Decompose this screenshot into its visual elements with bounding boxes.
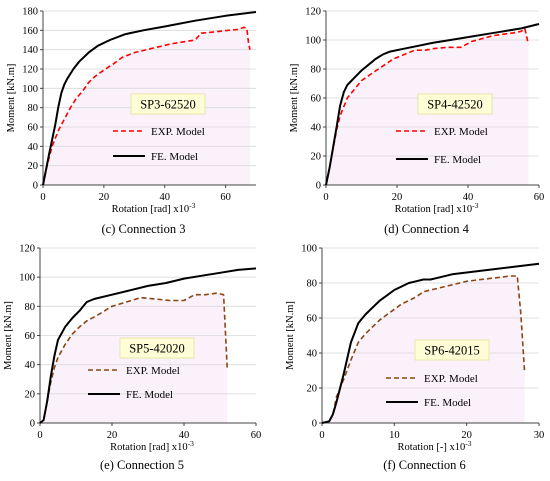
series-line-fe xyxy=(321,262,540,424)
legend-label-exp: EXP. Model xyxy=(434,126,488,138)
y-tick-label: 100 xyxy=(22,84,38,95)
y-tick-label: 100 xyxy=(305,36,321,47)
y-tick-label: 60 xyxy=(307,314,318,325)
y-tick-label: 60 xyxy=(25,331,36,342)
specimen-label-box xyxy=(417,93,493,115)
legend-label-fe: FE. Model xyxy=(424,397,471,409)
y-tick-label: 0 xyxy=(30,419,35,430)
legend-label-fe: FE. Model xyxy=(126,389,173,401)
x-tick-label: 60 xyxy=(534,192,545,203)
y-axis-title: Moment [kN.m] xyxy=(289,64,300,133)
specimen-label: SP6-42015 xyxy=(424,344,480,358)
series-line-exp xyxy=(325,27,530,186)
x-tick-label: 40 xyxy=(159,192,170,203)
legend-label-exp: EXP. Model xyxy=(151,126,205,138)
x-tick-label: 20 xyxy=(461,430,472,441)
chart-panel-d: 0 20 40 60 80 100 120 0 20 40 60 Rotation [rad] x10… xyxy=(289,7,544,237)
y-tick-label: 40 xyxy=(25,360,36,371)
x-axis-title-exponent: -3 xyxy=(465,439,471,448)
x-tick-label: 0 xyxy=(323,192,328,203)
specimen-label: SP3-62520 xyxy=(140,98,196,112)
y-tick-label: 60 xyxy=(28,123,39,134)
x-tick-label: 30 xyxy=(534,430,545,441)
specimen-label-box xyxy=(119,337,195,359)
x-axis-title: Rotation [rad] x10-3 xyxy=(395,201,479,215)
series-line-fe xyxy=(325,23,540,186)
specimen-label-box xyxy=(130,93,206,115)
legend-label-fe: FE. Model xyxy=(151,151,198,163)
panel-caption: (e) Connection 5 xyxy=(100,458,184,472)
y-tick-label: 180 xyxy=(22,7,38,18)
x-tick-label: 40 xyxy=(463,192,474,203)
x-tick-label: 20 xyxy=(392,192,403,203)
x-axis-title: Rotation [rad] x10-3 xyxy=(112,201,196,215)
y-tick-label: 20 xyxy=(25,389,36,400)
x-axis-title: Rotation [rad] x10-3 xyxy=(110,439,194,453)
series-line-fe xyxy=(39,267,257,424)
legend-label-exp: EXP. Model xyxy=(126,365,180,377)
series-line-fe xyxy=(42,11,257,186)
chart-panel-e: 0 20 40 60 80 100 120 0 20 40 60 Rotation [rad] x10… xyxy=(3,244,261,473)
y-tick-label: 20 xyxy=(28,161,39,172)
panel-caption: (f) Connection 6 xyxy=(383,458,466,472)
y-tick-label: 0 xyxy=(312,419,317,430)
y-axis-title: Moment [kN.m] xyxy=(285,301,296,370)
x-axis-title-exponent: -3 xyxy=(188,439,194,448)
y-tick-label: 120 xyxy=(22,65,38,76)
y-tick-label: 0 xyxy=(33,181,38,192)
y-tick-label: 80 xyxy=(311,65,322,76)
y-tick-label: 0 xyxy=(316,181,321,192)
y-tick-label: 40 xyxy=(311,123,322,134)
x-tick-label: 10 xyxy=(389,430,400,441)
y-tick-label: 160 xyxy=(22,26,38,37)
specimen-label: SP5-42020 xyxy=(129,342,185,356)
y-tick-label: 20 xyxy=(311,152,322,163)
y-tick-label: 100 xyxy=(301,244,317,255)
y-tick-label: 120 xyxy=(19,244,35,255)
x-tick-label: 60 xyxy=(251,430,262,441)
chart-panel-f: 0 20 40 60 80 100 0 10 20 30 Rotation [-] x10-3 Mom… xyxy=(285,244,544,473)
y-axis-title: Moment [kN.m] xyxy=(3,301,14,370)
chart-panel-c: 0 20 40 60 80 100 120 140 160 180 0 20 40 60 Rotation … xyxy=(6,7,257,236)
x-tick-label: 0 xyxy=(40,192,45,203)
x-tick-label: 20 xyxy=(99,192,110,203)
y-tick-label: 40 xyxy=(28,142,39,153)
y-tick-label: 40 xyxy=(307,349,318,360)
x-axis-title: Rotation [-] x10-3 xyxy=(398,439,472,453)
x-tick-label: 0 xyxy=(319,430,324,441)
specimen-label-box xyxy=(414,339,490,361)
legend-label-exp: EXP. Model xyxy=(424,373,478,385)
x-tick-label: 20 xyxy=(107,430,118,441)
panel-caption: (c) Connection 3 xyxy=(101,222,185,236)
y-axis-title: Moment [kN.m] xyxy=(6,64,17,133)
x-axis-title-exponent: -3 xyxy=(472,201,478,210)
legend-label-fe: FE. Model xyxy=(434,154,481,166)
series-line-exp xyxy=(321,275,526,424)
y-tick-label: 60 xyxy=(311,94,322,105)
specimen-label: SP4-42520 xyxy=(427,98,483,112)
x-tick-label: 60 xyxy=(220,192,231,203)
series-line-exp xyxy=(39,292,228,424)
y-tick-label: 100 xyxy=(19,273,35,284)
series-line-exp xyxy=(42,26,251,186)
y-tick-label: 20 xyxy=(307,384,318,395)
x-tick-label: 40 xyxy=(179,430,190,441)
x-tick-label: 0 xyxy=(37,430,42,441)
y-tick-label: 140 xyxy=(22,45,38,56)
y-tick-label: 80 xyxy=(25,302,36,313)
panel-caption: (d) Connection 4 xyxy=(384,222,469,236)
y-tick-label: 120 xyxy=(305,7,321,18)
y-tick-label: 80 xyxy=(28,103,39,114)
y-tick-label: 80 xyxy=(307,279,318,290)
x-axis-title-exponent: -3 xyxy=(189,201,195,210)
